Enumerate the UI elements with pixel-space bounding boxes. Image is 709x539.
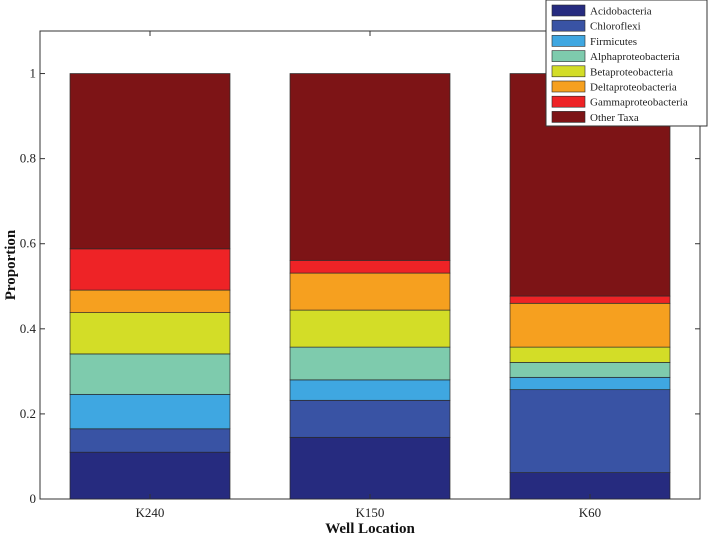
legend-label: Deltaproteobacteria: [590, 82, 677, 94]
bar-segment-k150-chloroflexi: [289, 399, 451, 438]
y-axis: 0 0.2 0.4 0.6 0.8 1: [20, 66, 700, 506]
legend-label: Acidobacteria: [590, 6, 652, 18]
bar-segment-k150-deltaproteobacteria: [289, 272, 451, 311]
y-tick-label: 1: [30, 66, 37, 81]
x-axis-title: Well Location: [325, 521, 415, 537]
legend-swatch-alphaproteobacteria: [551, 50, 586, 62]
x-axis: K240 K150 K60: [136, 31, 601, 520]
legend-swatch-chloroflexi: [551, 19, 586, 32]
y-tick-label: 0.2: [20, 406, 36, 421]
bar-segment-k240-chloroflexi: [69, 428, 231, 453]
y-tick-label: 0.4: [20, 321, 37, 336]
bar-segment-k240-firmicutes: [69, 393, 231, 430]
bar-segment-k240-gammaproteobacteria: [69, 248, 231, 291]
legend-swatch-gammaproteobacteria: [551, 95, 586, 108]
legend-label: Other Taxa: [590, 112, 639, 124]
bar-segment-k60-gammaproteobacteria: [509, 295, 671, 304]
bar-segment-k60-chloroflexi: [509, 389, 671, 473]
x-tick-label: K150: [356, 505, 385, 520]
y-tick-label: 0: [30, 491, 37, 506]
x-tick-label: K240: [136, 505, 165, 520]
bar-segment-k60-deltaproteobacteria: [509, 302, 671, 348]
legend-label: Firmicutes: [590, 36, 637, 48]
bars-layer: [69, 73, 671, 500]
legend-swatch-deltaproteobacteria: [551, 80, 586, 93]
bar-segment-k240-betaproteobacteria: [69, 312, 231, 355]
y-tick-label: 0.8: [20, 151, 36, 166]
bar-segment-k240-other-taxa: [69, 73, 231, 250]
bar-segment-k60-alphaproteobacteria: [509, 362, 671, 378]
bar-segment-k150-acidobacteria: [289, 436, 451, 500]
bar-segment-k150-firmicutes: [289, 379, 451, 401]
legend-swatch-firmicutes: [551, 35, 586, 47]
bar-segment-k60-firmicutes: [509, 376, 671, 391]
legend-swatch-betaproteobacteria: [551, 65, 586, 78]
bar-segment-k150-betaproteobacteria: [289, 309, 451, 348]
legend-label: Betaproteobacteria: [590, 66, 673, 78]
bar-segment-k150-gammaproteobacteria: [289, 259, 451, 274]
legend-swatch-other-taxa: [551, 111, 586, 123]
legend-items: Acidobacteria Chloroflexi Firmicutes Alphap…: [551, 4, 688, 124]
legend-label: Alphaproteobacteria: [590, 51, 680, 63]
x-tick-label: K60: [579, 505, 601, 520]
legend-label: Gammaproteobacteria: [590, 97, 688, 109]
bar-segment-k150-other-taxa: [289, 73, 451, 261]
bar-segment-k60-betaproteobacteria: [509, 346, 671, 363]
bar-segment-k150-alphaproteobacteria: [289, 346, 451, 381]
y-axis-title: Proportion: [3, 229, 19, 300]
legend: Acidobacteria Chloroflexi Firmicutes Alphap…: [545, 0, 708, 127]
y-tick-label: 0.6: [20, 236, 37, 251]
legend-swatch-acidobacteria: [551, 4, 586, 17]
bar-segment-k240-deltaproteobacteria: [69, 289, 231, 314]
legend-label: Chloroflexi: [590, 21, 641, 33]
bar-segment-k240-alphaproteobacteria: [69, 353, 231, 395]
bar-segment-k240-acidobacteria: [69, 451, 231, 500]
